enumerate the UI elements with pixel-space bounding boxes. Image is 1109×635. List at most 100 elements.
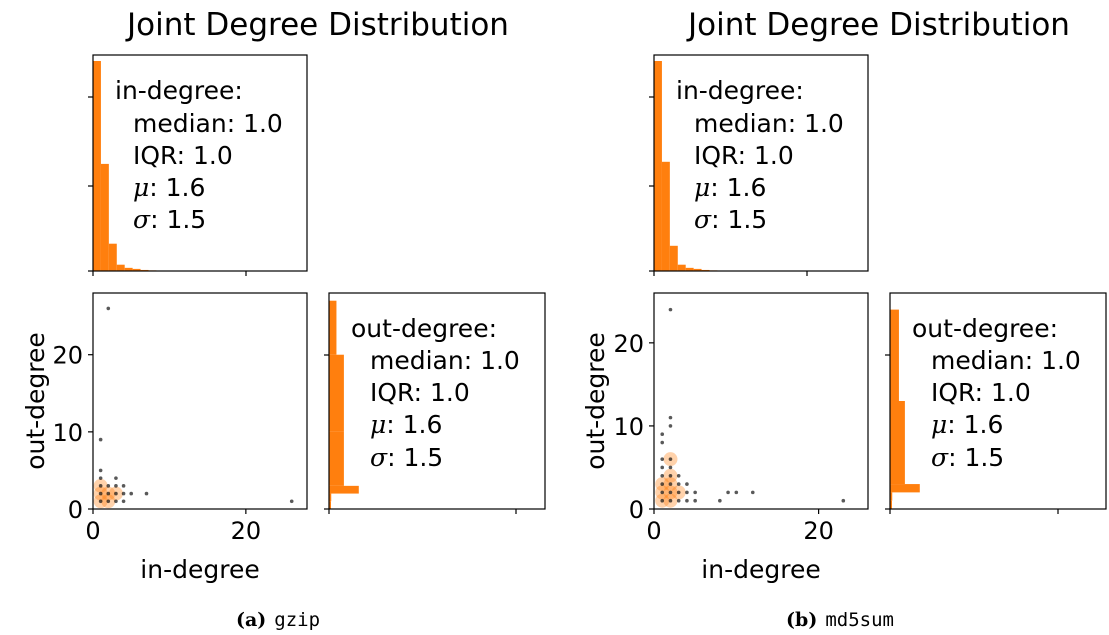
scatter-point <box>114 484 118 488</box>
panel-b-in-sigma-value: 1.5 <box>727 205 767 234</box>
panel-a-out-stats-mu: μ: 1.6 <box>370 410 442 439</box>
scatter-point <box>98 468 103 473</box>
panel-b-out-stats-median: median: 1.0 <box>931 346 1081 375</box>
scatter-point <box>718 498 722 503</box>
in-hist-bar <box>685 267 694 271</box>
scatter-point <box>668 490 673 495</box>
scatter-point <box>114 476 118 480</box>
scatter-point <box>121 491 126 496</box>
panel-a-in-stats-iqr: IQR: 1.0 <box>133 141 233 170</box>
panel-b-caption: (b) md5sum <box>786 609 894 631</box>
panel-b-in-stats-iqr: IQR: 1.0 <box>694 141 794 170</box>
panel-a-caption-label: (a) <box>236 609 266 631</box>
panel-a-scatter-frame <box>92 292 308 510</box>
y-tick-label: 10 <box>613 413 644 441</box>
panel-b-in-stats-heading: in-degree: <box>676 76 804 105</box>
out-hist-bar <box>329 300 337 355</box>
panel-a-out-mu-value: 1.6 <box>403 410 443 439</box>
scatter-point <box>676 498 681 503</box>
panel-b-xlabel: in-degree <box>701 555 820 584</box>
panel-a-xlabel: in-degree <box>140 555 259 584</box>
scatter-point <box>676 490 681 495</box>
panel-a-out-hist-frame <box>328 292 546 510</box>
panel-b-out-histogram: out-degree: median: 1.0 IQR: 1.0 μ: 1.6 … <box>885 292 1107 514</box>
panel-a: Joint Degree Distribution in-degree: med… <box>21 7 546 631</box>
scatter-point <box>660 473 665 478</box>
in-hist-bar <box>116 264 125 271</box>
panel-b: Joint Degree Distribution in-degree: med… <box>581 7 1107 631</box>
scatter-point <box>726 490 730 495</box>
scatter-point <box>121 484 126 488</box>
scatter-point <box>114 499 118 504</box>
panel-a-title: Joint Degree Distribution <box>125 7 509 43</box>
x-tick-label: 20 <box>803 517 834 545</box>
scatter-point <box>98 484 103 488</box>
scatter-point <box>660 440 665 445</box>
scatter-point <box>144 491 149 496</box>
scatter-point <box>668 307 673 312</box>
scatter-point <box>660 457 665 461</box>
in-hist-bar <box>677 264 686 271</box>
scatter-point <box>668 473 673 478</box>
panel-a-in-stats-median: median: 1.0 <box>133 109 283 138</box>
panel-a-in-sigma-value: 1.5 <box>166 205 206 234</box>
in-hist-bar <box>693 268 702 271</box>
x-tick-label: 0 <box>646 517 661 545</box>
panel-b-in-mu-value: 1.6 <box>727 173 767 202</box>
panel-b-out-stats-sigma: σ: 1.5 <box>931 443 1004 472</box>
scatter-point <box>734 490 739 495</box>
out-hist-bar <box>329 354 344 432</box>
panel-b-ylabel: out-degree <box>581 332 610 470</box>
panel-b-out-sigma-value: 1.5 <box>964 443 1004 472</box>
panel-a-in-hist-frame <box>92 54 308 272</box>
scatter-point <box>98 476 103 480</box>
panel-b-out-stats-mu: μ: 1.6 <box>931 410 1003 439</box>
scatter-point <box>660 498 665 503</box>
scatter-point <box>106 484 111 488</box>
panel-b-title: Joint Degree Distribution <box>686 7 1070 43</box>
scatter-point <box>668 457 673 461</box>
scatter-point <box>660 432 665 437</box>
scatter-point <box>106 499 111 504</box>
scatter-point <box>668 424 673 428</box>
scatter-point <box>668 482 673 486</box>
scatter-point <box>106 306 111 311</box>
in-hist-bar <box>124 267 133 271</box>
scatter-point <box>121 499 126 504</box>
out-hist-bar <box>329 431 344 486</box>
scatter-point <box>750 490 755 495</box>
scatter-point <box>685 490 689 495</box>
panel-b-scatter: 0 20 0 10 20 in-degree out-degree <box>581 292 869 584</box>
panel-b-in-stats-sigma: σ: 1.5 <box>694 205 767 234</box>
in-hist-bar <box>654 61 662 271</box>
panel-a-out-histogram: out-degree: median: 1.0 IQR: 1.0 μ: 1.6 … <box>324 292 546 514</box>
scatter-point <box>676 482 681 486</box>
panel-a-ylabel: out-degree <box>21 332 50 470</box>
panel-a-in-stats-mu: μ: 1.6 <box>133 173 205 202</box>
scatter-point <box>98 491 103 496</box>
in-hist-bar <box>108 243 117 271</box>
out-hist-bar <box>329 501 331 509</box>
panel-b-out-stats-iqr: IQR: 1.0 <box>931 378 1031 407</box>
x-tick-label: 20 <box>231 517 262 545</box>
in-hist-bar <box>100 163 109 271</box>
panel-a-out-stats-sigma: σ: 1.5 <box>370 443 443 472</box>
panel-b-out-stats-heading: out-degree: <box>912 314 1058 343</box>
out-hist-bar <box>890 401 905 485</box>
x-tick-label: 0 <box>85 517 100 545</box>
out-hist-bar <box>890 500 892 509</box>
panel-a-out-stats-median: median: 1.0 <box>370 346 520 375</box>
scatter-point <box>106 491 111 496</box>
y-tick-label: 0 <box>629 496 644 524</box>
y-tick-label: 10 <box>52 419 83 447</box>
panel-b-scatter-frame <box>653 292 869 510</box>
in-hist-bar <box>669 245 678 271</box>
panel-a-out-sigma-value: 1.5 <box>403 443 443 472</box>
out-hist-bar <box>890 309 899 401</box>
scatter-point <box>114 491 118 496</box>
y-tick-label: 20 <box>52 342 83 370</box>
scatter-point <box>668 415 673 420</box>
in-hist-bar <box>661 161 670 271</box>
panel-a-in-histogram: in-degree: median: 1.0 IQR: 1.0 μ: 1.6 σ… <box>88 54 308 276</box>
scatter-point <box>660 490 665 495</box>
